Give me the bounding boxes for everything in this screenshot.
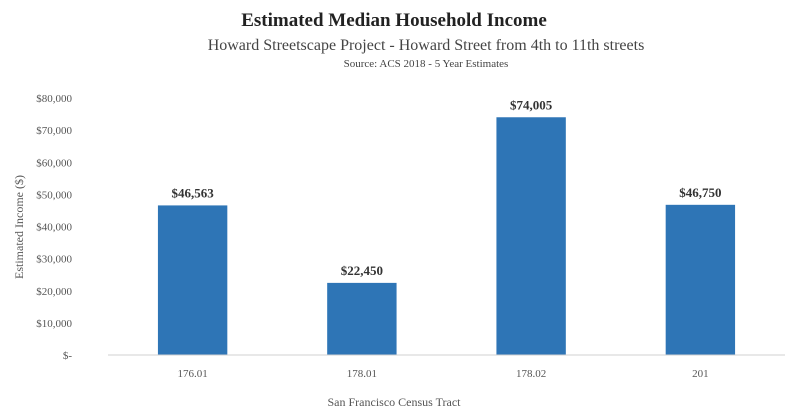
bar-value-label: $46,750	[679, 185, 721, 200]
chart-title: Estimated Median Household Income	[241, 10, 547, 31]
data-labels: $46,563 $22,450 $74,005 $46,750	[172, 97, 722, 278]
bar	[327, 282, 397, 355]
bar	[665, 204, 736, 355]
chart-source: Source: ACS 2018 - 5 Year Estimates	[344, 58, 509, 70]
y-tick-label: $60,000	[36, 157, 72, 169]
y-tick-label: $40,000	[36, 222, 72, 234]
y-axis-ticks: $- $10,000 $20,000 $30,000 $40,000 $50,000 $60…	[36, 93, 72, 362]
bars	[157, 117, 736, 355]
bar-value-label: $22,450	[341, 263, 383, 278]
chart-subtitle: Howard Streetscape Project - Howard Stre…	[208, 37, 645, 54]
y-tick-label: $80,000	[36, 93, 72, 105]
bar	[496, 117, 566, 355]
x-tick-label: 201	[692, 368, 709, 380]
y-tick-label: $-	[63, 350, 73, 362]
y-tick-label: $30,000	[36, 254, 72, 266]
bar	[157, 205, 228, 355]
y-axis-title: Estimated Income ($)	[12, 175, 26, 279]
x-tick-label: 178.01	[347, 368, 377, 380]
bar-value-label: $46,563	[172, 185, 215, 200]
x-tick-label: 178.02	[516, 368, 546, 380]
bar-value-label: $74,005	[510, 97, 553, 112]
y-tick-label: $50,000	[36, 189, 72, 201]
x-axis-title: San Francisco Census Tract	[328, 395, 462, 409]
y-tick-label: $70,000	[36, 125, 72, 137]
x-tick-label: 176.01	[178, 368, 208, 380]
y-tick-label: $10,000	[36, 318, 72, 330]
x-axis-ticks: 176.01 178.01 178.02 201	[178, 368, 709, 380]
y-tick-label: $20,000	[36, 286, 72, 298]
